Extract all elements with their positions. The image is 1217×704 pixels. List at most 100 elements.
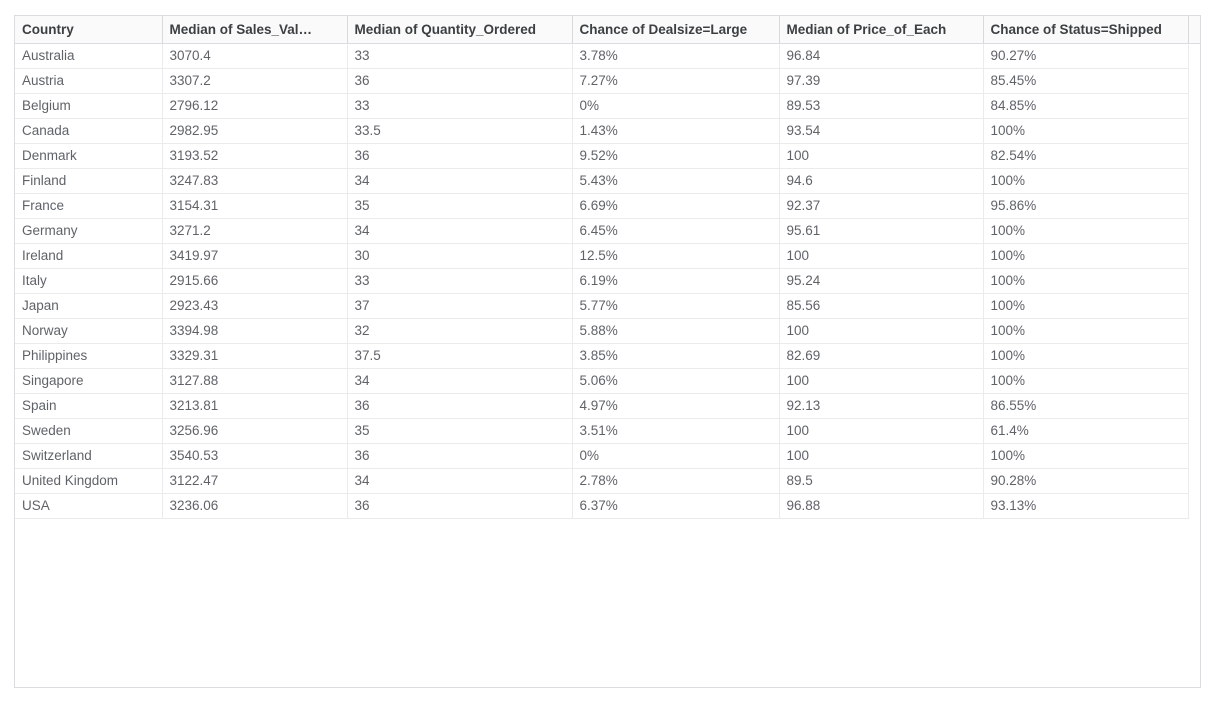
value-cell: 100 [778, 318, 983, 344]
row-spacer [1187, 43, 1200, 68]
row-spacer [1187, 343, 1200, 368]
value-cell: 96.88 [778, 493, 983, 519]
value-cell: 35 [346, 418, 572, 444]
table-row: Australia 3070.4 33 3.78% 96.84 90.27% [15, 43, 1200, 69]
column-header-sales-value[interactable]: Median of Sales_Val… [161, 16, 347, 44]
table-row: Philippines 3329.31 37.5 3.85% 82.69 100% [15, 343, 1200, 369]
column-header-quantity-ordered[interactable]: Median of Quantity_Ordered [346, 16, 572, 44]
data-table: Country Median of Sales_Val… Median of Q… [15, 16, 1200, 519]
value-cell: 6.37% [571, 493, 779, 519]
table-body: Australia 3070.4 33 3.78% 96.84 90.27% Austria… [15, 43, 1200, 519]
country-cell: Denmark [15, 143, 162, 169]
country-cell: Germany [15, 218, 162, 244]
country-cell: USA [15, 493, 162, 519]
value-cell: 97.39 [778, 68, 983, 94]
value-cell: 0% [571, 443, 779, 469]
value-cell: 95.24 [778, 268, 983, 294]
value-cell: 3540.53 [161, 443, 347, 469]
value-cell: 3271.2 [161, 218, 347, 244]
row-spacer [1187, 168, 1200, 193]
table-row: United Kingdom 3122.47 34 2.78% 89.5 90.28% [15, 468, 1200, 494]
value-cell: 3193.52 [161, 143, 347, 169]
value-cell: 93.54 [778, 118, 983, 144]
value-cell: 5.77% [571, 293, 779, 319]
table-row: Germany 3271.2 34 6.45% 95.61 100% [15, 218, 1200, 244]
value-cell: 82.69 [778, 343, 983, 369]
table-row: Japan 2923.43 37 5.77% 85.56 100% [15, 293, 1200, 319]
value-cell: 100% [982, 368, 1188, 394]
column-header-dealsize-large[interactable]: Chance of Dealsize=Large [571, 16, 779, 44]
value-cell: 92.13 [778, 393, 983, 419]
value-cell: 89.5 [778, 468, 983, 494]
country-cell: Sweden [15, 418, 162, 444]
column-header-price-of-each[interactable]: Median of Price_of_Each [778, 16, 983, 44]
value-cell: 82.54% [982, 143, 1188, 169]
value-cell: 30 [346, 243, 572, 269]
value-cell: 95.86% [982, 193, 1188, 219]
country-cell: Spain [15, 393, 162, 419]
value-cell: 100 [778, 143, 983, 169]
value-cell: 5.88% [571, 318, 779, 344]
value-cell: 84.85% [982, 93, 1188, 119]
value-cell: 89.53 [778, 93, 983, 119]
country-cell: Australia [15, 43, 162, 69]
value-cell: 3307.2 [161, 68, 347, 94]
value-cell: 0% [571, 93, 779, 119]
value-cell: 33.5 [346, 118, 572, 144]
row-spacer [1187, 118, 1200, 143]
value-cell: 7.27% [571, 68, 779, 94]
country-cell: Japan [15, 293, 162, 319]
value-cell: 2923.43 [161, 293, 347, 319]
column-header-status-shipped[interactable]: Chance of Status=Shipped [982, 16, 1188, 44]
country-cell: Canada [15, 118, 162, 144]
value-cell: 33 [346, 268, 572, 294]
value-cell: 32 [346, 318, 572, 344]
country-cell: Philippines [15, 343, 162, 369]
row-spacer [1187, 418, 1200, 443]
value-cell: 3.51% [571, 418, 779, 444]
value-cell: 100 [778, 368, 983, 394]
value-cell: 3.85% [571, 343, 779, 369]
row-spacer [1187, 318, 1200, 343]
value-cell: 95.61 [778, 218, 983, 244]
value-cell: 90.28% [982, 468, 1188, 494]
value-cell: 100% [982, 268, 1188, 294]
value-cell: 34 [346, 468, 572, 494]
value-cell: 12.5% [571, 243, 779, 269]
value-cell: 93.13% [982, 493, 1188, 519]
value-cell: 36 [346, 493, 572, 519]
value-cell: 1.43% [571, 118, 779, 144]
table-row: Norway 3394.98 32 5.88% 100 100% [15, 318, 1200, 344]
country-cell: United Kingdom [15, 468, 162, 494]
value-cell: 33 [346, 93, 572, 119]
row-spacer [1187, 143, 1200, 168]
value-cell: 6.45% [571, 218, 779, 244]
row-spacer [1187, 293, 1200, 318]
table-row: Italy 2915.66 33 6.19% 95.24 100% [15, 268, 1200, 294]
table-row: Singapore 3127.88 34 5.06% 100 100% [15, 368, 1200, 394]
value-cell: 3236.06 [161, 493, 347, 519]
country-cell: Switzerland [15, 443, 162, 469]
value-cell: 34 [346, 368, 572, 394]
value-cell: 2.78% [571, 468, 779, 494]
row-spacer [1187, 368, 1200, 393]
value-cell: 6.19% [571, 268, 779, 294]
table-row: USA 3236.06 36 6.37% 96.88 93.13% [15, 493, 1200, 519]
value-cell: 5.43% [571, 168, 779, 194]
header-row: Country Median of Sales_Val… Median of Q… [15, 16, 1200, 44]
table-chart-card: Country Median of Sales_Val… Median of Q… [14, 15, 1201, 688]
value-cell: 3394.98 [161, 318, 347, 344]
row-spacer [1187, 243, 1200, 268]
country-cell: Italy [15, 268, 162, 294]
country-cell: Austria [15, 68, 162, 94]
value-cell: 100% [982, 293, 1188, 319]
header-spacer [1187, 16, 1200, 44]
value-cell: 100 [778, 443, 983, 469]
country-cell: Norway [15, 318, 162, 344]
value-cell: 36 [346, 393, 572, 419]
value-cell: 100% [982, 343, 1188, 369]
column-header-country[interactable]: Country [15, 16, 162, 44]
value-cell: 5.06% [571, 368, 779, 394]
table-row: Spain 3213.81 36 4.97% 92.13 86.55% [15, 393, 1200, 419]
row-spacer [1187, 468, 1200, 493]
